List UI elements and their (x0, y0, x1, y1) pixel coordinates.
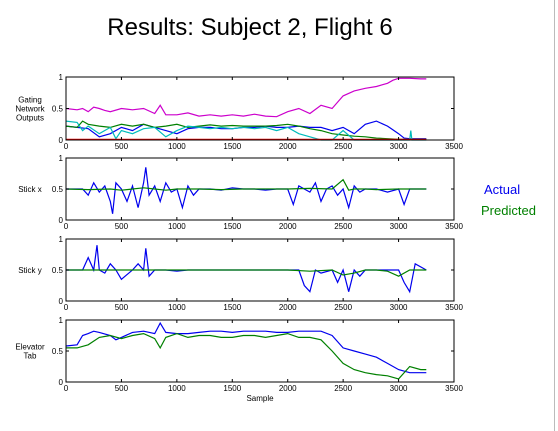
y-axis-label-1: Gating Network Outputs (15, 96, 45, 123)
x-tick-label: 500 (115, 142, 129, 151)
x-tick-label: 2500 (334, 222, 352, 231)
x-tick-label: 2000 (279, 303, 297, 312)
series-line-2-2 (65, 178, 427, 191)
x-tick-label: 1000 (168, 142, 186, 151)
y-tick-label: 0 (59, 216, 64, 225)
x-tick-label: 3000 (390, 384, 408, 393)
x-tick-label: 0 (64, 384, 69, 393)
chart-title: Results: Subject 2, Flight 6 (107, 14, 393, 41)
axes-frame-4 (65, 319, 455, 383)
x-tick-label: 500 (115, 222, 129, 231)
chart-panel-1: 0 500 1000 1500 2000 2500 3000 3500 0 0.5 1 Gating N… (15, 73, 463, 151)
y-tick-label: 0 (59, 136, 64, 145)
y-tick-label: 0.5 (52, 266, 64, 275)
y-tick-label: 0.5 (52, 105, 64, 114)
legend-actual: Actual (484, 182, 521, 197)
x-tick-label: 2000 (279, 142, 297, 151)
x-tick-label: 2500 (334, 142, 352, 151)
series-line-3-1 (66, 245, 427, 294)
x-tick-label: 1500 (223, 384, 241, 393)
series-line-4-1 (65, 321, 427, 374)
x-tick-label: 3500 (445, 222, 463, 231)
x-tick-label: 1500 (223, 222, 241, 231)
x-tick-label: 1500 (223, 303, 241, 312)
y-tick-label: 1 (59, 73, 64, 82)
series-line-1-3 (65, 120, 427, 140)
x-tick-label: 2500 (334, 303, 352, 312)
series-line-3-2 (66, 269, 427, 277)
x-tick-label: 0 (64, 222, 69, 231)
y-axis-label-2: Stick x (18, 185, 42, 194)
y-tick-label: 1 (59, 235, 64, 244)
x-tick-label: 3500 (445, 142, 463, 151)
x-tick-label: 1000 (168, 222, 186, 231)
x-tick-label: 1500 (223, 142, 241, 151)
y-tick-label: 0.5 (52, 185, 64, 194)
y-tick-label: 0.5 (52, 347, 64, 356)
x-tick-label: 500 (115, 384, 129, 393)
x-tick-label: 3500 (445, 384, 463, 393)
x-tick-label: 2000 (279, 222, 297, 231)
x-tick-label: 2500 (334, 384, 352, 393)
x-tick-label: 3000 (390, 142, 408, 151)
chart-panel-4: 0 500 1000 1500 2000 2500 3000 3500 0 0.5 1 Elevato… (15, 316, 463, 403)
series-line-1-2 (65, 120, 427, 140)
x-tick-label: 3000 (390, 303, 408, 312)
chart-panel-3: 0 500 1000 1500 2000 2500 3000 3500 0 0.5 1 Stick y (18, 235, 463, 312)
y-tick-label: 0 (59, 378, 64, 387)
y-tick-label: 1 (59, 154, 64, 163)
x-tick-label: 2000 (279, 384, 297, 393)
legend-predicted: Predicted (481, 203, 536, 218)
x-tick-label: 0 (64, 303, 69, 312)
x-tick-label: 0 (64, 142, 69, 151)
series-line-4-2 (66, 332, 427, 380)
x-tick-label: 1000 (168, 303, 186, 312)
x-tick-label: 3500 (445, 303, 463, 312)
right-border-divider (554, 0, 555, 431)
y-tick-label: 1 (59, 316, 64, 325)
x-tick-label: 1000 (168, 384, 186, 393)
series-line-1-1 (65, 77, 427, 118)
y-axis-label-3: Stick y (18, 266, 42, 275)
x-axis-label: Sample (246, 394, 274, 403)
x-tick-label: 500 (115, 303, 129, 312)
y-tick-label: 0 (59, 297, 64, 306)
x-tick-label: 3000 (390, 222, 408, 231)
chart-panel-2: 0 500 1000 1500 2000 2500 3000 3500 0 0.5 1 Stick x (18, 154, 463, 231)
y-axis-label-4: Elevator Tab (15, 343, 45, 361)
